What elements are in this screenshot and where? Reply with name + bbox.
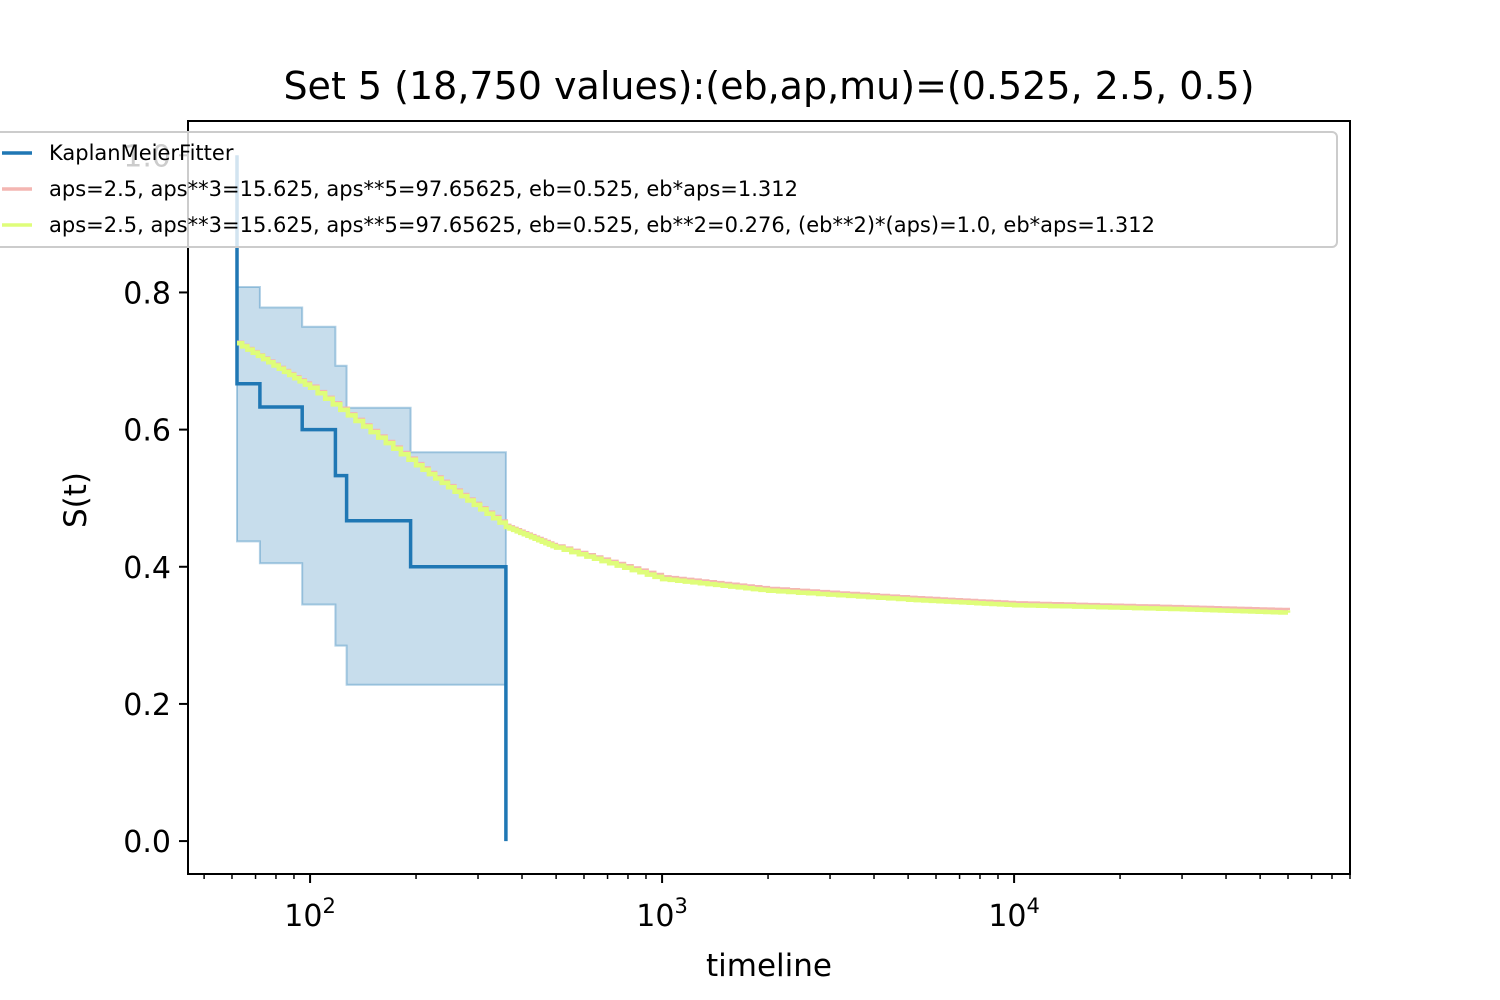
plot-area-frame bbox=[187, 120, 1351, 875]
x-tick-label: 102 bbox=[284, 894, 336, 934]
legend-entry-label: aps=2.5, aps**3=15.625, aps**5=97.65625,… bbox=[49, 213, 1155, 237]
x-tick-label: 104 bbox=[988, 894, 1040, 934]
x-tick-label: 103 bbox=[636, 894, 688, 934]
x-axis: 102 103 104 bbox=[203, 874, 1351, 934]
legend: KaplanMeierFitter aps=2.5, aps**3=15.625,… bbox=[0, 131, 1338, 248]
y-axis-label: S(t) bbox=[58, 472, 94, 528]
series-line-3 bbox=[237, 340, 1291, 615]
km-confidence-band bbox=[236, 286, 507, 686]
y-tick-label: 0.6 bbox=[123, 414, 171, 449]
chart-title: Set 5 (18,750 values):(eb,ap,mu)=(0.525,… bbox=[283, 64, 1254, 108]
series-layer bbox=[235, 155, 1291, 842]
y-tick-label: 0.4 bbox=[123, 551, 171, 586]
y-tick-label: 0.0 bbox=[123, 825, 171, 860]
y-tick-label: 0.8 bbox=[123, 276, 171, 311]
y-tick-label: 0.2 bbox=[123, 688, 171, 723]
legend-entry-label: aps=2.5, aps**3=15.625, aps**5=97.65625,… bbox=[49, 177, 798, 201]
series-line-1 bbox=[235, 155, 508, 842]
x-axis-label: timeline bbox=[706, 948, 832, 984]
confidence-band-layer bbox=[236, 286, 507, 686]
legend-box bbox=[0, 131, 1338, 248]
legend-entry-label: KaplanMeierFitter bbox=[49, 141, 234, 165]
